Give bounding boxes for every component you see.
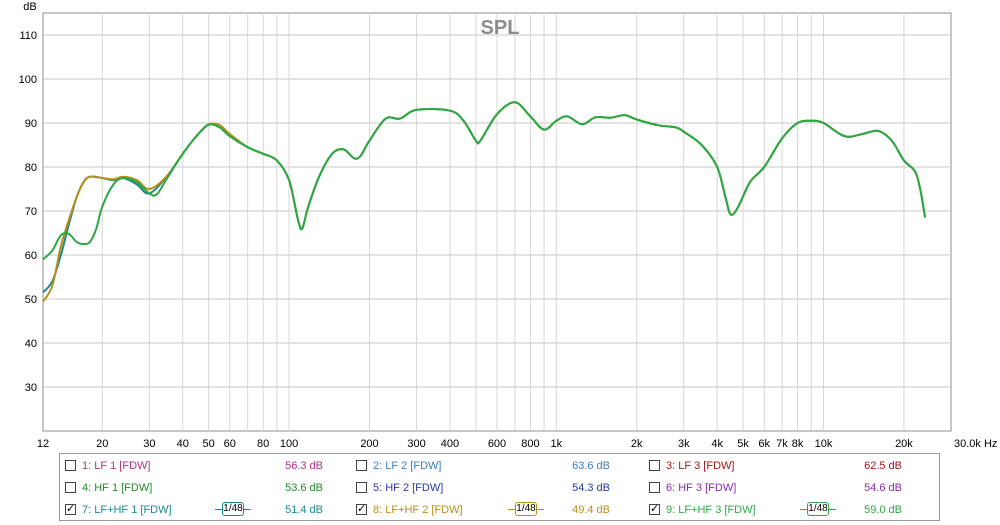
y-tick-label: 100 <box>19 74 37 86</box>
legend-label: 6: HF 3 [FDW] <box>666 482 737 494</box>
legend-checkbox[interactable] <box>356 460 367 471</box>
legend-value: 59.0 dB <box>864 504 902 516</box>
y-tick-label: 40 <box>25 338 37 350</box>
x-tick-label: 800 <box>521 438 539 450</box>
x-tick-label: 300 <box>407 438 425 450</box>
legend: 1: LF 1 [FDW] 56.3 dB 2: LF 2 [FDW] 63.6 dB… <box>59 453 940 521</box>
legend-entry[interactable]: ✓ 9: LF+HF 3 [FDW] 1/48 59.0 dB <box>649 502 907 518</box>
y-tick-label: 60 <box>25 250 37 262</box>
legend-value: 54.3 dB <box>572 482 610 494</box>
x-tick-label: 3k <box>678 438 690 450</box>
legend-value: 54.6 dB <box>864 482 902 494</box>
x-tick-label: 40 <box>177 438 189 450</box>
y-axis-label: dB <box>23 1 36 13</box>
legend-checkbox[interactable] <box>649 482 660 493</box>
series-line <box>42 101 927 261</box>
y-tick-label: 50 <box>25 294 37 306</box>
y-tick-label: 70 <box>25 206 37 218</box>
legend-label: 5: HF 2 [FDW] <box>373 482 444 494</box>
legend-label: 8: LF+HF 2 [FDW] <box>373 504 463 516</box>
legend-label: 9: LF+HF 3 [FDW] <box>666 504 756 516</box>
legend-value: 63.6 dB <box>572 460 610 472</box>
smoothing-badge[interactable]: 1/48 <box>215 502 251 516</box>
spl-chart: 30 40 50 60 70 80 90 100 110 12 20 30 40 50 60 80 100 200… <box>19 1 998 450</box>
x-tick-label: 30.0k Hz <box>954 438 997 450</box>
y-tick-label: 80 <box>25 162 37 174</box>
legend-entry[interactable]: 6: HF 3 [FDW] 54.6 dB <box>649 480 907 496</box>
x-tick-label: 60 <box>224 438 236 450</box>
legend-value: 56.3 dB <box>285 460 323 472</box>
x-tick-label: 4k <box>711 438 723 450</box>
x-tick-label: 50 <box>202 438 214 450</box>
x-tick-label: 7k <box>776 438 788 450</box>
x-tick-label: 6k <box>758 438 770 450</box>
y-tick-label: 30 <box>25 382 37 394</box>
legend-checkbox[interactable] <box>65 482 76 493</box>
chart-title: SPL <box>481 17 520 39</box>
y-tick-label: 110 <box>19 30 37 42</box>
x-tick-label: 600 <box>488 438 506 450</box>
legend-entry[interactable]: 1: LF 1 [FDW] 56.3 dB <box>65 458 328 474</box>
y-tick-label: 90 <box>25 118 37 130</box>
legend-checkbox[interactable]: ✓ <box>356 503 367 515</box>
legend-checkbox[interactable]: ✓ <box>65 503 76 515</box>
x-tick-label: 20 <box>96 438 108 450</box>
x-tick-label: 400 <box>441 438 459 450</box>
x-tick-label: 30 <box>143 438 155 450</box>
legend-entry[interactable]: 5: HF 2 [FDW] 54.3 dB <box>356 480 615 496</box>
legend-label: 2: LF 2 [FDW] <box>373 460 442 472</box>
legend-label: 7: LF+HF 1 [FDW] <box>82 504 172 516</box>
x-tick-label: 8k <box>792 438 804 450</box>
x-tick-label: 200 <box>360 438 378 450</box>
smoothing-badge[interactable]: 1/48 <box>800 502 836 516</box>
legend-value: 51.4 dB <box>285 504 323 516</box>
legend-entry[interactable]: ✓ 7: LF+HF 1 [FDW] 1/48 51.4 dB <box>65 502 328 518</box>
legend-label: 3: LF 3 [FDW] <box>666 460 735 472</box>
legend-entry[interactable]: 4: HF 1 [FDW] 53.6 dB <box>65 480 328 496</box>
legend-label: 4: HF 1 [FDW] <box>82 482 153 494</box>
x-tick-label: 20k <box>895 438 913 450</box>
x-tick-label: 1k <box>550 438 562 450</box>
legend-checkbox[interactable] <box>65 460 76 471</box>
legend-entry[interactable]: ✓ 8: LF+HF 2 [FDW] 1/48 49.4 dB <box>356 502 615 518</box>
smoothing-badge[interactable]: 1/48 <box>508 502 544 516</box>
x-tick-label: 10k <box>815 438 833 450</box>
legend-checkbox[interactable] <box>356 482 367 493</box>
x-tick-label: 12 <box>37 438 49 450</box>
legend-checkbox[interactable]: ✓ <box>649 503 660 515</box>
legend-checkbox[interactable] <box>649 460 660 471</box>
x-tick-label: 80 <box>257 438 269 450</box>
x-tick-label: 5k <box>737 438 749 450</box>
legend-entry[interactable]: 3: LF 3 [FDW] 62.5 dB <box>649 458 907 474</box>
x-tick-label: 2k <box>631 438 643 450</box>
legend-value: 53.6 dB <box>285 482 323 494</box>
legend-entry[interactable]: 2: LF 2 [FDW] 63.6 dB <box>356 458 615 474</box>
legend-value: 62.5 dB <box>864 460 902 472</box>
legend-label: 1: LF 1 [FDW] <box>82 460 151 472</box>
legend-value: 49.4 dB <box>572 504 610 516</box>
x-tick-label: 100 <box>280 438 298 450</box>
